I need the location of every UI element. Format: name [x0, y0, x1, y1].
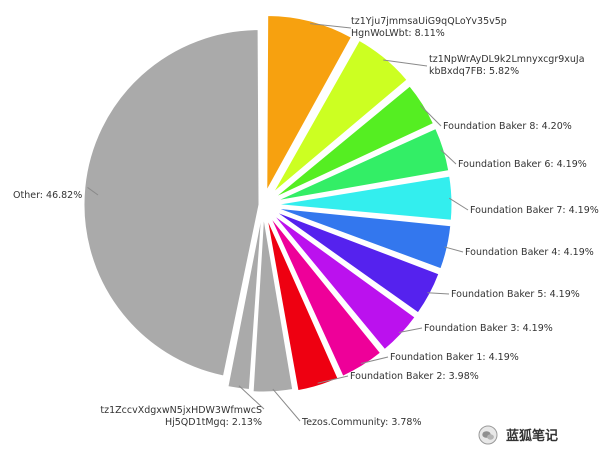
pie-slice	[272, 39, 408, 194]
leader-line	[317, 375, 349, 384]
slice-label: Foundation Baker 4: 4.19%	[465, 247, 594, 258]
slice-label: tz1ZccvXdgxwN5jxHDW3WfmwcS Hj5QD1tMgq: 2.…	[100, 405, 262, 428]
leader-line	[272, 388, 301, 422]
slice-label: Foundation Baker 3: 4.19%	[424, 323, 553, 334]
leader-line	[238, 385, 265, 410]
leader-line	[440, 149, 457, 165]
leader-line	[448, 197, 469, 211]
slice-label-line: Foundation Baker 6: 4.19%	[458, 159, 587, 170]
slice-label-line: Tezos.Community: 3.78%	[301, 417, 422, 428]
leader-line	[87, 187, 99, 196]
slice-label-line: Foundation Baker 4: 4.19%	[465, 247, 594, 258]
pie-slices	[83, 14, 453, 393]
slice-label-line: Foundation Baker 3: 4.19%	[424, 323, 553, 334]
slice-label-line: Foundation Baker 2: 3.98%	[350, 371, 479, 382]
slice-label-line: Foundation Baker 8: 4.20%	[443, 121, 572, 132]
pie-slice	[272, 214, 416, 351]
pie-slice	[275, 211, 440, 314]
leader-lines	[87, 23, 469, 422]
slice-label-line: Foundation Baker 5: 4.19%	[451, 289, 580, 300]
leader-line	[398, 327, 423, 334]
leader-line	[310, 23, 352, 29]
slice-labels: tz1Yju7jmmsaUiG9qQLoYv35v5p HgnWoLWbt: 8.…	[13, 16, 599, 428]
slice-label: Foundation Baker 2: 3.98%	[350, 371, 479, 382]
pie-slice	[227, 214, 263, 391]
watermark-text: 蓝狐笔记	[506, 428, 558, 444]
leader-line	[360, 356, 389, 364]
pie-slice	[83, 29, 260, 377]
leader-line	[444, 246, 464, 253]
slice-label-line: Foundation Baker 1: 4.19%	[390, 352, 519, 363]
pie-slice	[274, 85, 435, 198]
pie-slice	[266, 14, 353, 191]
pie-slice	[269, 216, 382, 377]
slice-label-line: Foundation Baker 7: 4.19%	[470, 205, 599, 216]
slice-label: tz1NpWrAyDL9k2Lmnyxcgr9xuJa kbBxdq7FB: 5.…	[429, 54, 585, 77]
slice-label: Tezos.Community: 3.78%	[301, 417, 422, 428]
leader-line	[420, 105, 442, 127]
pie-slice	[252, 216, 294, 393]
slice-label: Foundation Baker 6: 4.19%	[458, 159, 587, 170]
slice-label-line: Hj5QD1tMgq: 2.13%	[165, 417, 262, 428]
slice-label: Other: 46.82%	[13, 190, 82, 201]
watermark: 蓝狐笔记	[478, 425, 558, 445]
slice-label: Foundation Baker 1: 4.19%	[390, 352, 519, 363]
leader-line	[427, 292, 450, 295]
slice-label-line: Other: 46.82%	[13, 190, 82, 201]
slice-label: Foundation Baker 7: 4.19%	[470, 205, 599, 216]
slice-label: Foundation Baker 5: 4.19%	[451, 289, 580, 300]
slice-label-line: kbBxdq7FB: 5.82%	[429, 66, 519, 77]
slice-label-line: tz1ZccvXdgxwN5jxHDW3WfmwcS	[100, 405, 262, 416]
slice-label-line: HgnWoLWbt: 8.11%	[351, 28, 445, 39]
wechat-icon	[478, 425, 498, 445]
slice-label-line: tz1Yju7jmmsaUiG9qQLoYv35v5p	[351, 16, 507, 27]
pie-slice	[276, 175, 453, 221]
leader-line	[383, 59, 428, 67]
pie-slice	[276, 127, 450, 202]
slice-label: tz1Yju7jmmsaUiG9qQLoYv35v5p HgnWoLWbt: 8.…	[351, 16, 507, 39]
slice-label: Foundation Baker 8: 4.20%	[443, 121, 572, 132]
slice-label-line: tz1NpWrAyDL9k2Lmnyxcgr9xuJa	[429, 54, 585, 65]
